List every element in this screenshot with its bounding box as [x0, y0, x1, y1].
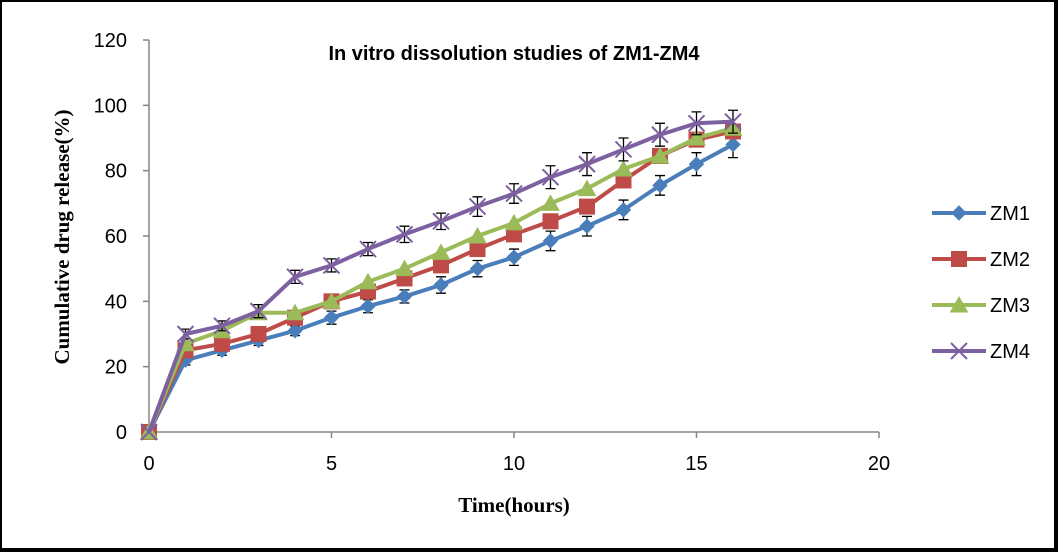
data-point [250, 326, 267, 342]
series-zm1 [141, 130, 741, 440]
data-point [578, 155, 596, 173]
data-point [468, 197, 487, 216]
x-tick-label: 20 [868, 453, 890, 475]
legend-item-zm1: ZM1 [932, 203, 1030, 225]
data-point [506, 249, 522, 265]
chart-title: In vitro dissolution studies of ZM1-ZM4 [328, 43, 700, 65]
data-point [395, 225, 414, 244]
x-tick-label: 5 [326, 453, 337, 475]
legend-marker [951, 251, 967, 267]
data-point [652, 177, 668, 194]
y-tick-label: 80 [105, 161, 127, 183]
legend-item-zm3: ZM3 [932, 295, 1030, 317]
data-point [396, 288, 413, 305]
y-tick-label: 100 [94, 95, 127, 117]
legend-label: ZM3 [990, 295, 1030, 317]
data-point [577, 179, 597, 197]
data-point [541, 194, 560, 211]
data-point [650, 146, 670, 164]
data-point [249, 302, 268, 320]
data-point [468, 226, 487, 244]
series-zm4 [140, 109, 742, 441]
data-point [433, 257, 449, 274]
legend-marker [949, 295, 969, 313]
data-point [395, 259, 414, 277]
data-point [286, 268, 304, 286]
legend-item-zm2: ZM2 [932, 249, 1030, 271]
y-tick-label: 20 [105, 357, 127, 379]
data-point [285, 303, 305, 321]
data-point [579, 198, 595, 215]
data-point [433, 277, 449, 293]
data-point [469, 260, 486, 277]
data-point [614, 140, 633, 159]
axes: 0 20 40 60 80 100 120 0 5 10 15 20 [94, 30, 891, 475]
legend-label: ZM1 [990, 203, 1030, 225]
x-tick-label: 0 [143, 453, 154, 475]
x-tick-label: 15 [685, 453, 707, 475]
legend-label: ZM4 [990, 341, 1030, 363]
data-point [687, 128, 706, 146]
legend-label: ZM2 [990, 249, 1030, 271]
data-point [360, 298, 376, 314]
data-point [688, 156, 705, 172]
data-point [542, 233, 559, 249]
data-point [724, 112, 742, 131]
data-point [504, 213, 524, 231]
series-layer [139, 109, 743, 441]
legend: ZM1 ZM2 ZM3 ZM4 [932, 203, 1030, 363]
y-tick-label: 120 [94, 30, 127, 52]
data-point [615, 202, 632, 218]
x-axis-title: Time(hours) [458, 493, 570, 517]
data-point [651, 126, 669, 144]
data-point [140, 423, 158, 441]
data-point [579, 218, 595, 234]
data-point [432, 212, 450, 231]
data-point [287, 323, 303, 339]
data-point [687, 114, 706, 133]
y-tick-label: 60 [105, 226, 127, 248]
legend-item-zm4: ZM4 [932, 341, 1030, 363]
data-point [358, 272, 378, 290]
y-tick-label: 0 [116, 422, 127, 444]
data-point [322, 256, 341, 275]
data-point [505, 184, 523, 203]
legend-marker [951, 205, 967, 221]
data-point [614, 160, 633, 177]
data-point [541, 168, 560, 186]
data-point [176, 325, 195, 343]
data-point [542, 213, 559, 230]
data-point [431, 243, 451, 260]
y-axis-title: Cumulative drug release(%) [50, 109, 74, 364]
legend-marker [950, 342, 968, 360]
data-point [323, 309, 340, 326]
data-point [213, 317, 231, 335]
data-point [322, 292, 341, 309]
data-point [359, 240, 377, 258]
data-point [469, 241, 486, 258]
data-point [214, 335, 230, 352]
y-tick-label: 40 [105, 291, 127, 313]
data-point [725, 136, 741, 153]
x-tick-label: 10 [503, 453, 525, 475]
